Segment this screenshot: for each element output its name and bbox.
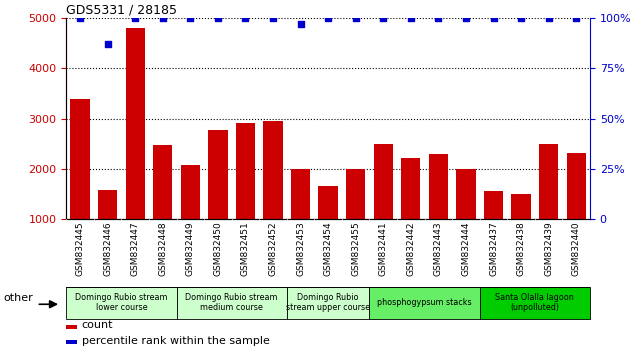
Text: GSM832453: GSM832453 (296, 222, 305, 276)
Point (213, 15, 223, 21)
Point (543, 15, 553, 21)
Point (351, 15, 361, 21)
Point (158, 15, 168, 21)
Bar (177, 287, 286, 319)
Text: percentile rank within the sample: percentile rank within the sample (81, 336, 269, 346)
Text: Domingo Rubio
stream upper course: Domingo Rubio stream upper course (286, 293, 370, 312)
Bar (511, 194, 531, 270)
Bar (480, 287, 590, 319)
Text: GDS5331 / 28185: GDS5331 / 28185 (66, 4, 177, 17)
Text: GSM832441: GSM832441 (379, 222, 387, 276)
Point (240, 15, 251, 21)
Text: GSM832442: GSM832442 (406, 222, 415, 276)
Bar (374, 144, 393, 270)
Text: GSM832455: GSM832455 (351, 222, 360, 276)
Text: GSM832437: GSM832437 (489, 222, 498, 276)
Text: GSM832443: GSM832443 (434, 222, 443, 276)
Bar (370, 287, 480, 319)
Bar (567, 153, 586, 270)
Bar (319, 186, 338, 270)
Bar (236, 123, 255, 270)
Bar (180, 165, 200, 270)
Bar (208, 130, 228, 270)
Text: count: count (81, 320, 113, 330)
Text: GSM832445: GSM832445 (76, 222, 85, 276)
Text: GSM832450: GSM832450 (213, 222, 222, 276)
Point (323, 15, 333, 21)
Point (461, 15, 471, 21)
Text: other: other (3, 293, 33, 303)
Text: GSM832440: GSM832440 (572, 222, 581, 276)
Point (103, 41, 113, 47)
Point (378, 15, 388, 21)
Bar (428, 154, 448, 270)
Text: Domingo Rubio stream
lower course: Domingo Rubio stream lower course (75, 293, 168, 312)
Text: phosphogypsum stacks: phosphogypsum stacks (377, 298, 472, 307)
Text: GSM832438: GSM832438 (517, 222, 526, 276)
Point (295, 21, 305, 27)
Bar (126, 28, 144, 270)
Text: GSM832451: GSM832451 (241, 222, 250, 276)
Bar (66, 340, 77, 344)
Point (488, 15, 498, 21)
Bar (98, 190, 117, 270)
Bar (539, 144, 558, 270)
Bar (66, 325, 77, 329)
Point (571, 15, 581, 21)
Text: Domingo Rubio stream
medium course: Domingo Rubio stream medium course (186, 293, 278, 312)
Point (433, 15, 444, 21)
Bar (401, 159, 420, 270)
Point (186, 15, 196, 21)
Point (130, 15, 140, 21)
Text: GSM832447: GSM832447 (131, 222, 139, 276)
Bar (286, 287, 370, 319)
Text: GSM832448: GSM832448 (158, 222, 167, 276)
Point (516, 15, 526, 21)
Bar (456, 169, 476, 270)
Text: GSM832446: GSM832446 (103, 222, 112, 276)
Text: Santa Olalla lagoon
(unpolluted): Santa Olalla lagoon (unpolluted) (495, 293, 574, 312)
Point (75, 15, 85, 21)
Text: GSM832452: GSM832452 (269, 222, 278, 276)
Bar (66, 287, 177, 319)
Text: GSM832439: GSM832439 (544, 222, 553, 276)
Bar (153, 145, 172, 270)
Text: GSM832444: GSM832444 (461, 222, 471, 276)
Bar (71, 99, 90, 270)
Bar (263, 121, 283, 270)
Bar (291, 169, 310, 270)
Text: GSM832454: GSM832454 (324, 222, 333, 276)
Text: GSM832449: GSM832449 (186, 222, 195, 276)
Point (268, 15, 278, 21)
Point (406, 15, 416, 21)
Bar (484, 191, 503, 270)
Bar (346, 169, 365, 270)
